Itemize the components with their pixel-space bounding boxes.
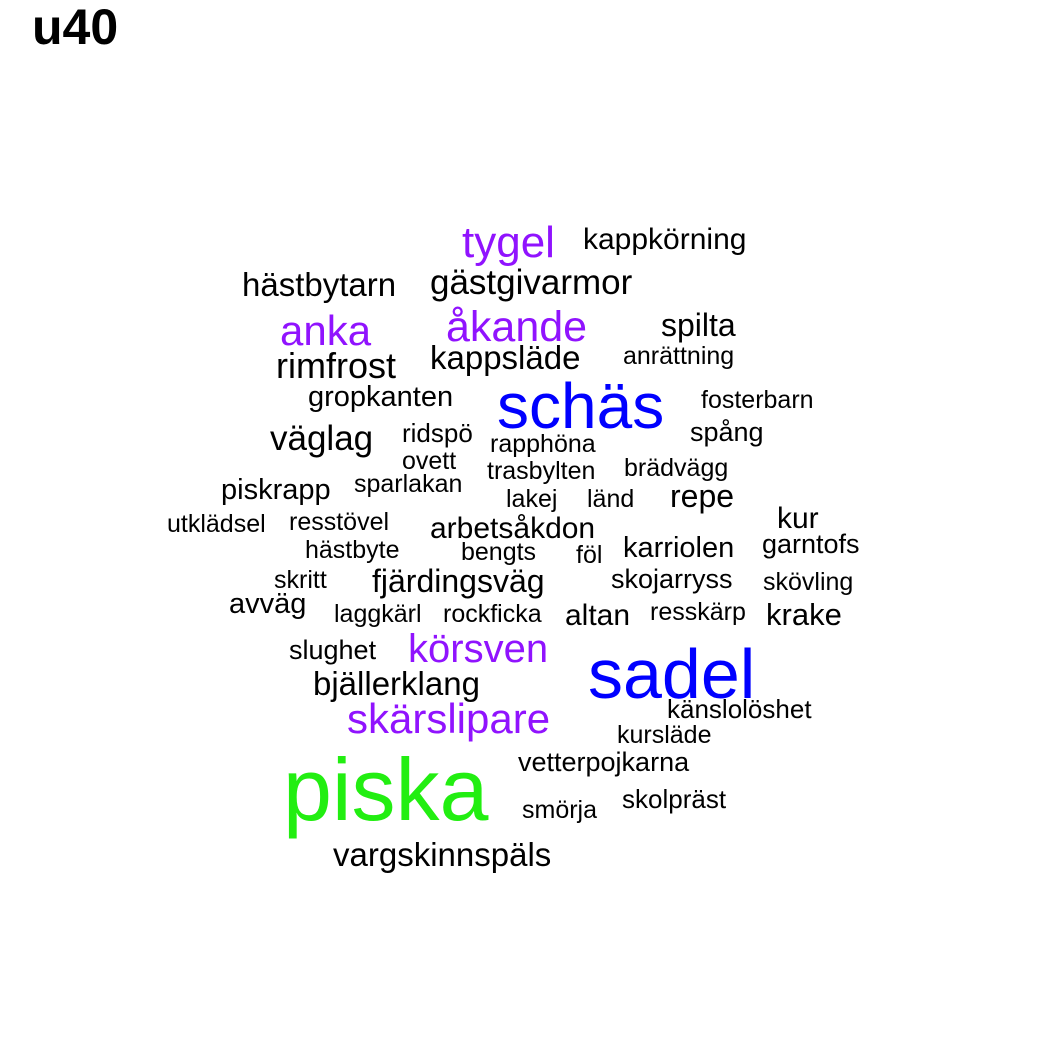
word-11: gropkanten	[308, 381, 453, 413]
word-3: hästbytarn	[242, 266, 396, 303]
word-34: garntofs	[762, 529, 860, 559]
word-21: piskrapp	[221, 474, 331, 506]
word-51: kursläde	[617, 721, 712, 749]
word-27: resstövel	[289, 508, 389, 536]
word-15: ridspö	[402, 418, 473, 448]
word-26: utklädsel	[167, 510, 266, 538]
word-44: krake	[766, 597, 842, 632]
word-37: skojarryss	[611, 564, 733, 594]
word-14: väglag	[270, 419, 373, 458]
word-31: bengts	[461, 538, 536, 566]
word-52: vetterpojkarna	[518, 747, 690, 777]
word-49: känslolöshet	[667, 694, 812, 724]
word-2: kappkörning	[583, 223, 746, 256]
word-41: rockficka	[443, 600, 542, 628]
word-6: åkande	[446, 303, 587, 351]
word-13: fosterbarn	[701, 386, 814, 414]
word-55: skolpräst	[622, 784, 727, 814]
word-30: hästbyte	[305, 536, 400, 564]
word-9: kappsläde	[430, 339, 580, 376]
word-43: resskärp	[650, 598, 746, 626]
word-47: sadel	[588, 635, 755, 713]
word-46: körsven	[408, 627, 548, 671]
word-5: anka	[280, 307, 372, 354]
word-40: laggkärl	[334, 600, 422, 628]
word-25: repe	[670, 478, 734, 514]
word-29: kur	[777, 502, 819, 535]
word-35: skritt	[274, 566, 327, 594]
word-24: länd	[587, 485, 634, 513]
word-56: vargskinnspäls	[333, 836, 551, 873]
word-22: sparlakan	[354, 470, 462, 498]
word-18: ovett	[402, 447, 456, 475]
word-12: schäs	[497, 370, 664, 442]
word-32: föl	[576, 541, 602, 569]
word-50: skärslipare	[347, 695, 550, 742]
word-8: rimfrost	[276, 345, 396, 386]
word-33: karriolen	[623, 532, 734, 564]
word-7: spilta	[661, 307, 736, 343]
word-36: fjärdingsväg	[372, 563, 545, 599]
word-54: smörja	[522, 796, 597, 824]
word-4: gästgivarmor	[430, 263, 633, 302]
word-45: slughet	[289, 635, 377, 665]
word-19: trasbylten	[487, 457, 595, 485]
word-38: skövling	[763, 568, 853, 596]
word-10: anrättning	[623, 342, 734, 370]
word-39: avväg	[229, 588, 306, 620]
word-17: spång	[690, 417, 764, 447]
word-1: tygel	[462, 218, 555, 267]
word-48: bjällerklang	[313, 665, 480, 702]
word-16: rapphöna	[490, 430, 596, 458]
word-28: arbetsåkdon	[430, 512, 595, 545]
chart-title: u40	[32, 0, 119, 55]
word-23: lakej	[506, 485, 557, 513]
word-42: altan	[565, 599, 630, 632]
word-53: piska	[283, 740, 488, 839]
word-20: brädvägg	[624, 454, 728, 482]
